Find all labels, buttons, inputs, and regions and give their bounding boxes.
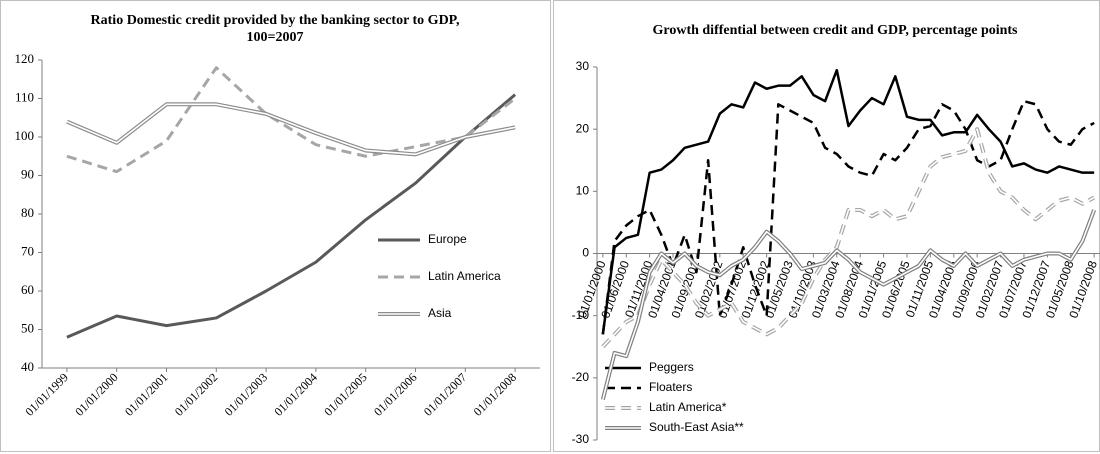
y-tick-label: 120 <box>15 51 35 66</box>
series-line <box>601 99 1095 335</box>
y-tick-label: 50 <box>21 320 34 335</box>
y-tick-label: 60 <box>21 282 34 297</box>
y-tick-label: -10 <box>572 308 590 322</box>
y-tick-label: 30 <box>576 59 590 73</box>
y-tick-label: 10 <box>576 184 590 198</box>
legend-label: Latin America* <box>649 400 727 414</box>
series-line <box>601 68 1095 335</box>
x-tick-label: 01/01/2003 <box>222 370 271 419</box>
y-tick-label: -20 <box>572 370 590 384</box>
x-tick-label: 01/01/2008 <box>471 370 520 419</box>
y-tick-label: 0 <box>582 246 589 260</box>
legend-label: Floaters <box>649 380 692 394</box>
y-tick-label: 40 <box>21 359 34 374</box>
series-line <box>66 93 517 339</box>
y-tick-label: -30 <box>572 432 590 446</box>
x-tick-label: 01/01/1999 <box>22 370 71 419</box>
y-tick-label: 80 <box>21 205 34 220</box>
series-line-inner <box>602 128 1095 348</box>
legend-label: South-East Asia** <box>649 420 744 434</box>
series-line-inner <box>66 103 516 156</box>
legend-label: Latin America <box>428 269 501 283</box>
x-tick-label: 01/01/2006 <box>371 370 420 419</box>
x-tick-label: 01/01/2005 <box>321 370 370 419</box>
y-tick-label: 110 <box>15 89 34 104</box>
y-tick-label: 90 <box>21 166 34 181</box>
x-tick-label: 01/01/2001 <box>122 370 171 419</box>
y-tick-label: 20 <box>576 121 590 135</box>
legend-label: Asia <box>428 306 452 320</box>
chart-frame <box>0 0 551 452</box>
chart-title: Growth diffential between credit and GDP… <box>652 23 1018 38</box>
legend-label: Europe <box>428 232 467 246</box>
y-tick-label: 100 <box>15 128 35 143</box>
x-tick-label: 01/01/2002 <box>172 370 221 419</box>
legend-label: Peggers <box>649 360 694 374</box>
x-tick-label: 01/01/2000 <box>72 370 121 419</box>
chart-title: Ratio Domestic credit provided by the ba… <box>90 13 460 45</box>
y-tick-label: 70 <box>21 243 34 258</box>
series-line <box>66 66 517 174</box>
x-tick-label: 01/01/2007 <box>421 370 470 419</box>
x-tick-label: 01/01/2004 <box>271 370 320 419</box>
series-line-inner <box>602 209 1095 400</box>
chart: -30-20-10010203001/01/200001/06/200001/1… <box>572 59 1100 446</box>
